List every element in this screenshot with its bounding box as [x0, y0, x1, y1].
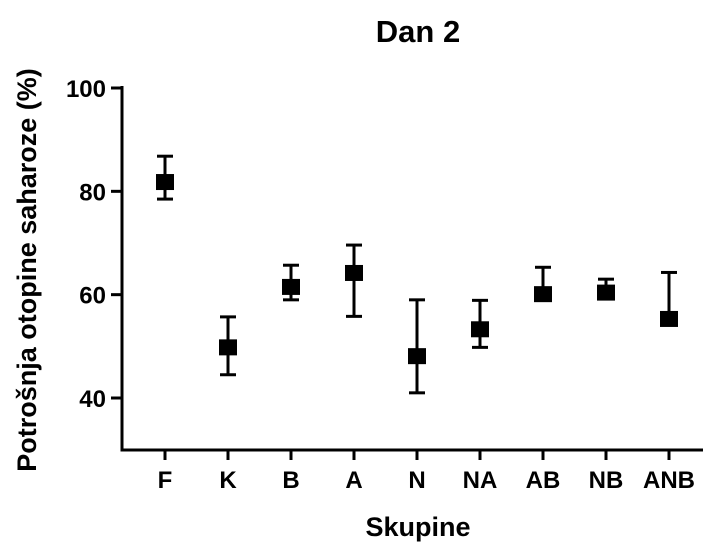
y-axis-title: Potrošnja otopine saharoze (%): [12, 68, 42, 472]
data-point-nb: [597, 277, 615, 301]
x-tick-label: AB: [526, 467, 561, 494]
x-tick-label: NA: [463, 467, 498, 494]
data-point-anb: [660, 270, 678, 327]
mean-marker: [471, 321, 489, 338]
x-tick-label: F: [158, 467, 173, 494]
data-point-na: [471, 298, 489, 349]
x-tick-label: A: [345, 467, 362, 494]
data-point-k: [219, 315, 237, 377]
y-tick-label: 60: [79, 283, 106, 310]
mean-marker: [282, 278, 300, 295]
mean-marker: [597, 284, 615, 301]
x-tick-label: N: [408, 467, 425, 494]
x-axis-ticks: F K B A N NA AB NB ANB: [158, 450, 695, 494]
data-point-n: [408, 298, 426, 395]
mean-marker: [345, 264, 363, 281]
mean-marker: [660, 310, 678, 327]
mean-marker: [534, 286, 552, 303]
mean-marker: [156, 174, 174, 191]
data-point-b: [282, 263, 300, 302]
mean-marker: [408, 348, 426, 365]
y-tick-label: 40: [79, 386, 106, 413]
data-point-ab: [534, 265, 552, 303]
x-tick-label: K: [219, 467, 237, 494]
y-axis-ticks: 40 60 80 100: [66, 76, 122, 413]
data-points: [156, 154, 678, 395]
x-tick-label: B: [282, 467, 299, 494]
data-point-f: [156, 154, 174, 201]
y-tick-label: 80: [79, 179, 106, 206]
chart-title: Dan 2: [376, 14, 460, 49]
x-axis-title: Skupine: [365, 512, 470, 542]
mean-marker: [219, 339, 237, 356]
y-tick-label: 100: [66, 76, 106, 103]
x-tick-label: ANB: [643, 467, 695, 494]
data-point-a: [345, 243, 363, 318]
x-tick-label: NB: [589, 467, 624, 494]
